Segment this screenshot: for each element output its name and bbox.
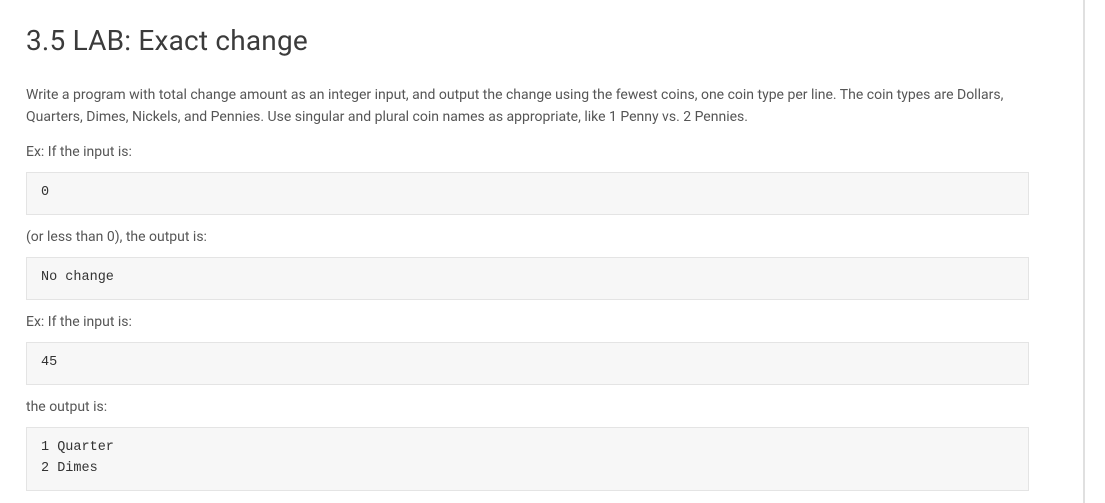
example-2-input-code: 45 — [26, 342, 1029, 385]
example-1-label: Ex: If the input is: — [26, 144, 1029, 160]
page-title: 3.5 LAB: Exact change — [26, 24, 1029, 57]
example-1-input-code: 0 — [26, 172, 1029, 215]
vertical-divider — [1083, 0, 1085, 503]
lab-content: 3.5 LAB: Exact change Write a program wi… — [0, 0, 1055, 491]
no-change-output-code: No change — [26, 257, 1029, 300]
or-less-label: (or less than 0), the output is: — [26, 229, 1029, 245]
example-2-label: Ex: If the input is: — [26, 314, 1029, 330]
example-2-output-code: 1 Quarter 2 Dimes — [26, 427, 1029, 491]
output-is-label: the output is: — [26, 399, 1029, 415]
lab-description: Write a program with total change amount… — [26, 85, 1029, 128]
